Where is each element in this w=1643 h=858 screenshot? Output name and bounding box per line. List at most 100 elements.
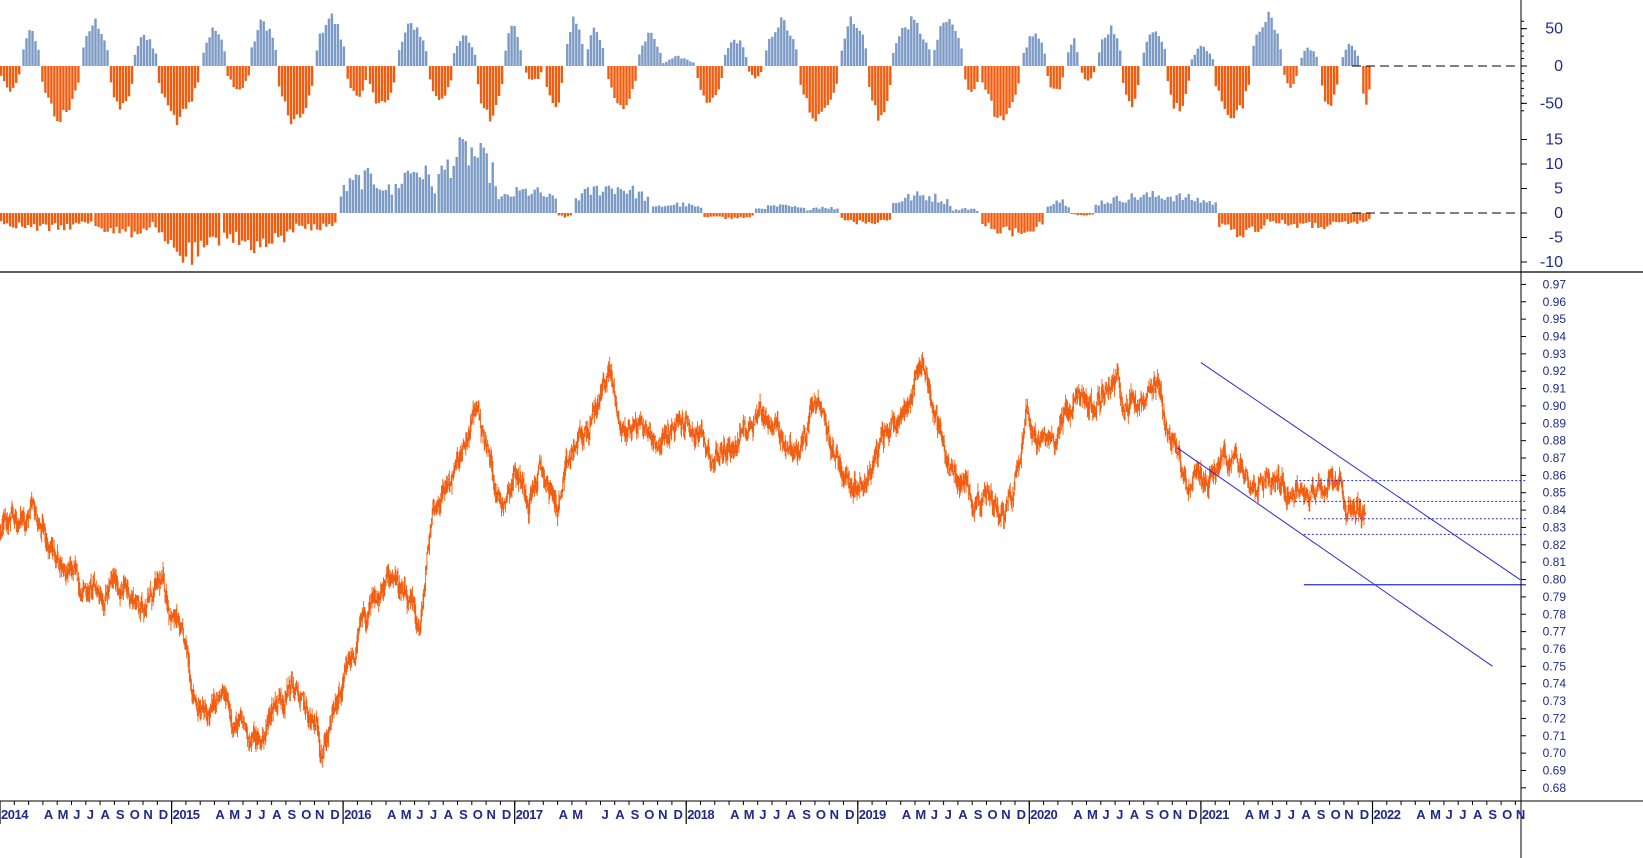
oscillator-middle-bar xyxy=(1064,205,1067,213)
oscillator-middle-bar xyxy=(66,213,69,224)
oscillator-top-bar xyxy=(1289,66,1292,88)
oscillator-top-bar xyxy=(202,52,205,66)
oscillator-middle-bar xyxy=(372,184,376,213)
oscillator-top-bar xyxy=(404,32,407,66)
oscillator-middle-bar xyxy=(867,213,870,222)
oscillator-top-bar xyxy=(680,58,683,66)
oscillator-top-bar xyxy=(942,22,945,66)
oscillator-middle-bar xyxy=(690,204,694,213)
oscillator-top-bar xyxy=(852,24,855,67)
oscillator-middle-bar xyxy=(530,193,533,213)
oscillator-top-bar xyxy=(368,66,372,84)
oscillator-top-bar xyxy=(268,28,271,66)
oscillator-top-bar xyxy=(235,66,238,90)
oscillator-top-bar xyxy=(133,54,137,66)
oscillator-middle-bar xyxy=(622,190,626,213)
oscillator-top-bar xyxy=(945,21,948,66)
oscillator-middle-bar xyxy=(742,213,745,218)
oscillator-top-bar xyxy=(1131,66,1134,108)
oscillator-middle-bar xyxy=(1263,213,1266,226)
oscillator-top-bar xyxy=(551,66,554,103)
oscillator-top-bar xyxy=(855,27,858,66)
oscillator-top-bar xyxy=(1148,34,1151,66)
oscillator-top-bar xyxy=(280,66,284,97)
oscillator-middle-bar xyxy=(60,213,63,226)
oscillator-middle-bar xyxy=(42,213,45,224)
oscillator-top-bar xyxy=(386,66,390,101)
oscillator-middle-bar xyxy=(304,213,307,229)
oscillator-middle-bar xyxy=(142,213,145,229)
oscillator-top-bar xyxy=(757,66,760,77)
oscillator-top-bar xyxy=(736,43,739,66)
oscillator-middle-bar xyxy=(118,213,121,234)
oscillator-top-bar xyxy=(1058,66,1061,90)
oscillator-top-bar xyxy=(1025,47,1028,66)
oscillator-top-bar xyxy=(1163,49,1166,66)
oscillator-middle-bar xyxy=(1035,213,1038,227)
oscillator-top-bar xyxy=(259,19,262,67)
oscillator-top-bar xyxy=(428,66,432,80)
oscillator-top-bar xyxy=(789,35,792,66)
oscillator-middle-bar xyxy=(778,204,782,213)
oscillator-middle-bar xyxy=(619,189,623,213)
oscillator-top-bar xyxy=(139,37,143,66)
oscillator-top-bar xyxy=(569,32,572,66)
oscillator-top-bar xyxy=(560,66,563,83)
oscillator-top-bar xyxy=(1353,50,1356,66)
oscillator-middle-bar xyxy=(595,185,599,213)
oscillator-middle-bar xyxy=(1091,213,1094,215)
oscillator-top-bar xyxy=(307,66,311,96)
oscillator-top-bar xyxy=(1261,27,1264,66)
oscillator-middle-bar xyxy=(1302,213,1305,224)
oscillator-middle-bar xyxy=(256,213,259,242)
oscillator-top-bar xyxy=(548,66,551,96)
oscillator-top-bar xyxy=(981,66,984,83)
oscillator-middle-bar xyxy=(298,213,301,226)
oscillator-middle-bar xyxy=(946,199,949,213)
oscillator-top-bar xyxy=(88,31,91,66)
oscillator-top-bar xyxy=(1040,42,1043,66)
oscillator-middle-bar xyxy=(3,213,6,225)
oscillator-top-bar xyxy=(416,27,419,66)
oscillator-top-bar xyxy=(692,62,695,66)
oscillator-middle-bar xyxy=(1214,202,1217,213)
oscillator-middle-bar xyxy=(672,204,676,213)
oscillator-top-bar xyxy=(9,66,12,92)
oscillator-top-bar xyxy=(327,18,331,67)
oscillator-top-bar xyxy=(792,39,795,66)
oscillator-middle-bar xyxy=(1070,213,1073,214)
oscillator-middle-bar xyxy=(15,213,18,229)
oscillator-middle-bar xyxy=(586,187,590,213)
oscillator-middle-bar xyxy=(1199,202,1202,213)
oscillator-top-bar xyxy=(598,40,602,66)
oscillator-middle-bar xyxy=(1359,213,1362,221)
oscillator-middle-bar xyxy=(1142,194,1145,213)
oscillator-top-bar xyxy=(895,43,898,66)
oscillator-middle-bar xyxy=(637,191,641,213)
oscillator-top-bar xyxy=(455,45,459,66)
oscillator-middle-bar xyxy=(1299,213,1302,224)
oscillator-middle-bar xyxy=(1097,205,1100,213)
oscillator-middle-bar xyxy=(1100,200,1103,213)
oscillator-middle-bar xyxy=(1005,213,1008,227)
oscillator-middle-bar xyxy=(1266,213,1269,220)
oscillator-middle-bar xyxy=(1269,213,1272,222)
oscillator-top-bar xyxy=(1128,66,1131,101)
oscillator-middle-bar xyxy=(727,213,730,218)
oscillator-top-bar xyxy=(996,66,999,118)
oscillator-middle-bar xyxy=(1347,213,1350,224)
oscillator-middle-bar xyxy=(833,209,836,213)
oscillator-top-bar xyxy=(874,66,877,106)
oscillator-top-bar xyxy=(1098,52,1101,66)
oscillator-middle-bar xyxy=(72,213,75,225)
oscillator-top-bar xyxy=(1356,55,1359,66)
oscillator-top-bar xyxy=(476,66,480,85)
oscillator-middle-bar xyxy=(1020,213,1023,234)
oscillator-top-bar xyxy=(3,66,6,82)
oscillator-middle-bar xyxy=(634,198,638,213)
oscillator-middle-bar xyxy=(464,141,467,213)
oscillator-middle-bar xyxy=(885,213,888,221)
oscillator-top-bar xyxy=(22,49,25,66)
oscillator-middle-bar xyxy=(97,213,100,227)
oscillator-middle-bar xyxy=(202,213,206,248)
